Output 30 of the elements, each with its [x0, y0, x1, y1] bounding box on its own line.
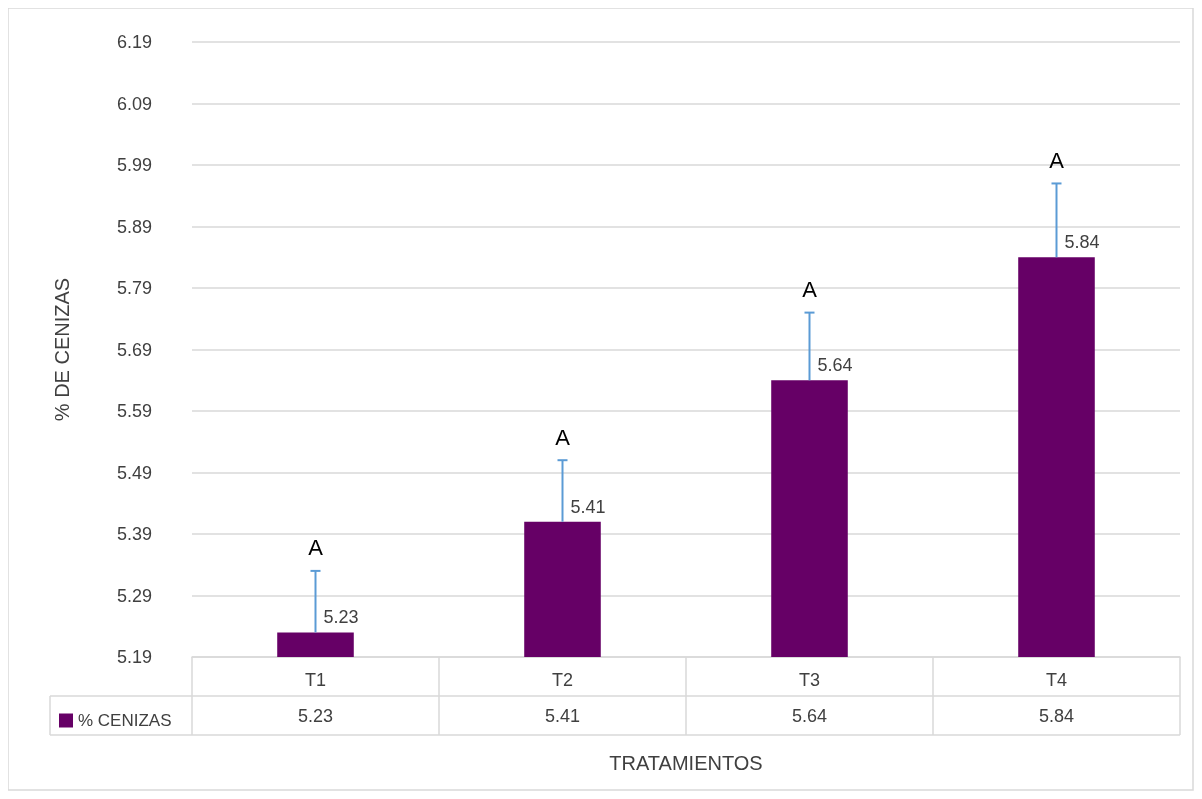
y-tick-label: 5.59	[116, 401, 152, 421]
y-axis-title: % DE CENIZAS	[51, 277, 73, 422]
y-tick-label: 5.19	[116, 647, 152, 667]
y-tick-label: 5.99	[116, 155, 152, 175]
data-label: 5.64	[791, 705, 828, 726]
annotation: 5.84	[1064, 232, 1100, 253]
y-tick-label: 6.19	[116, 32, 152, 52]
data-label: 5.84	[1038, 705, 1075, 726]
x-tick-label: T4	[1045, 670, 1068, 690]
legend-label: % CENIZAS	[78, 711, 172, 730]
annotation: A	[555, 424, 571, 450]
data-label: 5.23	[297, 705, 334, 726]
annotation: A	[1049, 147, 1065, 173]
annotation: A	[308, 535, 324, 561]
annotation: 5.23	[323, 607, 359, 628]
x-tick-label: T3	[798, 670, 821, 690]
y-tick-label: 5.79	[116, 278, 152, 298]
x-tick-label: T1	[304, 670, 327, 690]
y-tick-label: 5.49	[116, 462, 152, 483]
y-tick-label: 6.09	[116, 93, 152, 114]
annotation: 5.41	[570, 496, 606, 517]
annotation: A	[802, 277, 818, 303]
data-label: 5.41	[544, 705, 581, 726]
y-tick-label: 5.89	[116, 216, 152, 237]
y-tick-label: 5.29	[116, 585, 152, 606]
x-tick-label: T2	[551, 670, 574, 690]
annotation: 5.64	[817, 355, 853, 376]
y-tick-label: 5.39	[116, 524, 152, 544]
x-axis-title: TRATAMIENTOS	[609, 752, 763, 774]
y-tick-label: 5.69	[116, 339, 152, 360]
